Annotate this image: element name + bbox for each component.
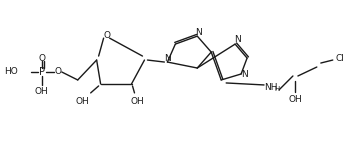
Text: OH: OH (35, 87, 49, 96)
Text: O: O (103, 31, 110, 40)
Text: HO: HO (4, 68, 18, 76)
Text: O: O (54, 68, 61, 76)
Text: OH: OH (76, 97, 89, 106)
Text: N: N (164, 54, 171, 62)
Text: Cl: Cl (335, 54, 344, 62)
Text: NH: NH (264, 83, 278, 92)
Text: OH: OH (131, 97, 144, 106)
Text: N: N (195, 28, 202, 37)
Text: H: H (275, 86, 280, 92)
Text: O: O (38, 54, 45, 62)
Text: N: N (241, 71, 247, 79)
Text: N: N (234, 35, 240, 44)
Text: OH: OH (288, 95, 302, 104)
Text: P: P (39, 67, 45, 77)
